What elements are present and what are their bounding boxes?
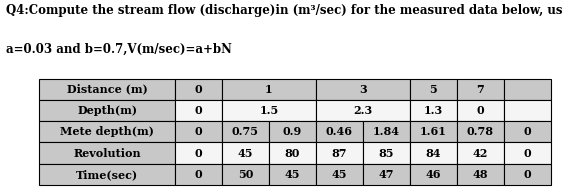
Bar bbox=[39, 142, 175, 164]
Text: 42: 42 bbox=[473, 148, 488, 159]
Text: 3: 3 bbox=[359, 84, 366, 95]
Text: 0: 0 bbox=[477, 105, 484, 116]
Text: 0: 0 bbox=[523, 126, 531, 137]
Text: 5: 5 bbox=[429, 84, 437, 95]
Bar bbox=[316, 100, 410, 121]
Bar bbox=[175, 79, 222, 100]
Text: 1.61: 1.61 bbox=[420, 126, 447, 137]
Bar bbox=[222, 121, 269, 142]
Bar bbox=[269, 164, 316, 185]
Text: 0: 0 bbox=[194, 105, 202, 116]
Text: 1.84: 1.84 bbox=[373, 126, 400, 137]
Text: 45: 45 bbox=[238, 148, 253, 159]
Bar bbox=[504, 121, 551, 142]
Bar bbox=[410, 100, 457, 121]
Text: 46: 46 bbox=[425, 169, 441, 180]
Bar bbox=[316, 121, 363, 142]
Bar bbox=[175, 142, 222, 164]
Text: 0.46: 0.46 bbox=[326, 126, 353, 137]
Bar bbox=[222, 142, 269, 164]
Text: Mete depth(m): Mete depth(m) bbox=[60, 126, 154, 137]
Bar bbox=[504, 164, 551, 185]
Text: 0: 0 bbox=[523, 169, 531, 180]
Bar bbox=[363, 142, 410, 164]
Bar bbox=[39, 100, 175, 121]
Text: Distance (m): Distance (m) bbox=[67, 84, 147, 95]
Text: 0.9: 0.9 bbox=[283, 126, 302, 137]
Text: 1.3: 1.3 bbox=[424, 105, 443, 116]
Text: 7: 7 bbox=[477, 84, 484, 95]
Bar bbox=[363, 164, 410, 185]
Text: 1.5: 1.5 bbox=[259, 105, 278, 116]
Bar bbox=[457, 121, 504, 142]
Text: 47: 47 bbox=[379, 169, 394, 180]
Text: 87: 87 bbox=[332, 148, 347, 159]
Text: 0: 0 bbox=[194, 169, 202, 180]
Bar bbox=[504, 142, 551, 164]
Text: 2.3: 2.3 bbox=[353, 105, 373, 116]
Bar bbox=[175, 100, 222, 121]
Bar bbox=[316, 164, 363, 185]
Bar bbox=[457, 142, 504, 164]
Text: 1: 1 bbox=[265, 84, 273, 95]
Text: Q4:Compute the stream flow (discharge)in (m³/sec) for the measured data below, u: Q4:Compute the stream flow (discharge)in… bbox=[6, 4, 562, 17]
Text: 0: 0 bbox=[194, 148, 202, 159]
Text: 45: 45 bbox=[284, 169, 300, 180]
Text: 0.75: 0.75 bbox=[232, 126, 259, 137]
Bar bbox=[269, 121, 316, 142]
Text: a=0.03 and b=0.7,V(m/sec)=a+bN: a=0.03 and b=0.7,V(m/sec)=a+bN bbox=[6, 43, 232, 56]
Bar bbox=[175, 164, 222, 185]
Text: 0: 0 bbox=[523, 148, 531, 159]
Bar bbox=[39, 79, 175, 100]
Bar bbox=[363, 121, 410, 142]
Text: 50: 50 bbox=[238, 169, 253, 180]
Text: 85: 85 bbox=[379, 148, 394, 159]
Bar bbox=[504, 100, 551, 121]
Bar bbox=[316, 142, 363, 164]
Text: 45: 45 bbox=[332, 169, 347, 180]
Bar bbox=[222, 100, 316, 121]
Text: Time(sec): Time(sec) bbox=[76, 169, 138, 180]
Bar bbox=[39, 121, 175, 142]
Bar bbox=[222, 164, 269, 185]
Bar bbox=[39, 164, 175, 185]
Bar bbox=[410, 142, 457, 164]
Text: 80: 80 bbox=[284, 148, 300, 159]
Bar bbox=[410, 79, 457, 100]
Bar bbox=[175, 121, 222, 142]
Bar bbox=[504, 79, 551, 100]
Text: 84: 84 bbox=[425, 148, 441, 159]
Bar bbox=[316, 79, 410, 100]
Text: 0.78: 0.78 bbox=[467, 126, 494, 137]
Bar bbox=[410, 121, 457, 142]
Text: Revolution: Revolution bbox=[73, 148, 141, 159]
Text: Depth(m): Depth(m) bbox=[77, 105, 137, 116]
Bar bbox=[410, 164, 457, 185]
Text: 48: 48 bbox=[473, 169, 488, 180]
Bar bbox=[457, 79, 504, 100]
Text: 0: 0 bbox=[194, 84, 202, 95]
Bar bbox=[457, 164, 504, 185]
Bar bbox=[269, 142, 316, 164]
Text: 0: 0 bbox=[194, 126, 202, 137]
Bar bbox=[222, 79, 316, 100]
Bar bbox=[457, 100, 504, 121]
